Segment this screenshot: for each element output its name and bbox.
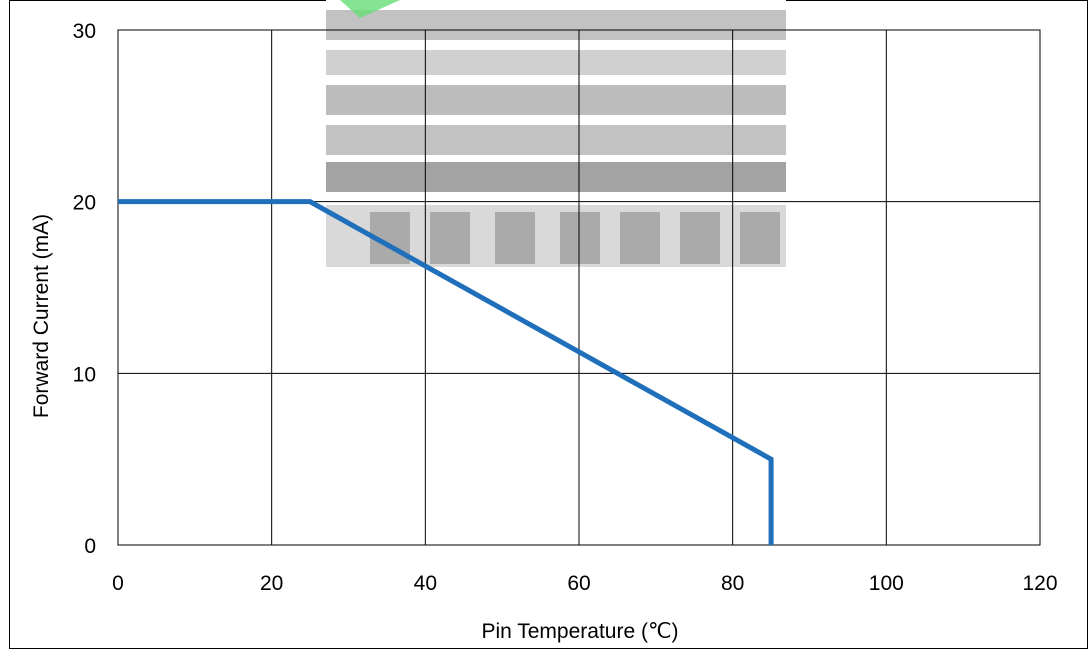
x-tick-label: 120 [1022,572,1057,595]
series-line [118,199,774,545]
x-tick-label: 40 [414,572,437,595]
y-tick-label: 0 [84,535,96,558]
x-tick-label: 0 [112,572,124,595]
x-tick-label: 100 [869,572,904,595]
x-tick-label: 60 [567,572,590,595]
y-tick-label: 30 [73,20,96,43]
tick-labels: 0 20 40 60 80 100 120 0 10 20 30 [73,20,1058,595]
x-tick-label: 80 [721,572,744,595]
watermark-logo [326,0,786,272]
x-axis-title: Pin Temperature (℃) [481,620,678,643]
x-tick-label: 20 [260,572,283,595]
series-group [118,199,774,545]
y-axis-title: Forward Current (mA) [30,214,53,418]
y-tick-label: 10 [73,363,96,386]
grid-lines [117,29,1041,546]
y-tick-label: 20 [73,192,96,215]
